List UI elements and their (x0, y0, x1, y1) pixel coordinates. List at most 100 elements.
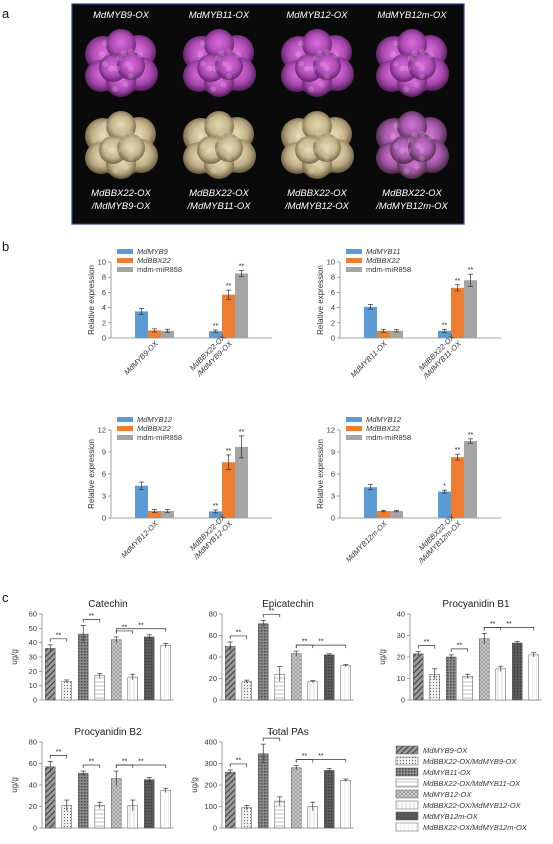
y-tick-label: 60 (29, 610, 37, 619)
bar-a-group-2 (438, 491, 452, 518)
category-label-line: MdMYB11-OX (349, 338, 390, 379)
photo-bottom-label-3-line1: MdBBX22-OX (287, 188, 347, 199)
y-tick-label: 0 (213, 696, 217, 705)
significance-star: ** (269, 732, 275, 739)
y-axis-label: ug/g (10, 777, 19, 793)
pa-chart-5: Total PAs 0 100 200 300 400 ug/g ** ** ** ** (190, 727, 354, 833)
pa-legend-swatch (395, 789, 419, 799)
y-tick-label: 10 (29, 681, 37, 690)
bar-b-group-2 (222, 294, 236, 338)
bar-c-group-1 (389, 330, 403, 338)
bar-a-group-1 (134, 485, 148, 518)
photo-top-label-1: MdMYB9-OX (93, 10, 150, 21)
category-label-2: MdBBX22-OX/MdMYB11-OX (417, 332, 464, 381)
legend-label: MdMYB12 (137, 415, 173, 424)
category-label-2: MdBBX22-OX/MdMYB9-OX (188, 332, 235, 379)
y-tick-label: 400 (204, 738, 217, 747)
y-axis-label: Relative expression (87, 439, 96, 509)
legend-swatch (117, 435, 133, 440)
y-tick-label: 0 (401, 696, 405, 705)
legend-label: MdBBX22 (366, 424, 401, 433)
category-label-1: MdMYB9-OX (122, 338, 160, 376)
y-tick-label: 4 (331, 303, 335, 312)
pa-legend-swatch (395, 800, 419, 810)
bar-b-group-1 (376, 330, 390, 338)
callus-bottom-1 (85, 111, 158, 179)
y-tick-label: 4 (102, 303, 106, 312)
pa-bar-3 (78, 633, 89, 701)
category-label-2: MdBBX22-OX/MdMYB12m-OX (416, 512, 464, 566)
callus-bottom-4 (376, 111, 449, 179)
panel-letter-b: b (2, 239, 9, 254)
bar-c-group-2 (235, 273, 249, 338)
y-tick-label: 0 (331, 514, 335, 523)
y-tick-label: 2 (102, 318, 106, 327)
pa-bar-8 (160, 790, 171, 829)
pa-bar-1 (45, 766, 56, 829)
significance-star: ** (56, 632, 62, 639)
legend-label: mdm-miR858 (137, 433, 182, 442)
pa-chart-title: Catechin (88, 599, 127, 610)
photo-bottom-label-4-line1: MdBBX22-OX (382, 188, 442, 199)
y-tick-label: 2 (331, 318, 335, 327)
callus-top-2 (183, 29, 256, 97)
y-axis-label: ug/g (10, 649, 19, 665)
pa-bar-2 (61, 681, 72, 701)
y-tick-label: 0 (33, 824, 37, 833)
legend-swatch (346, 249, 362, 254)
significance-star: ** (213, 323, 219, 330)
legend-swatch (346, 417, 362, 422)
pa-bar-7 (324, 654, 335, 701)
pa-bar-4 (94, 675, 105, 701)
bar-b-group-1 (376, 511, 390, 518)
pa-bar-4 (94, 805, 105, 829)
pa-bar-1 (225, 771, 236, 829)
pa-chart-title: Procyanidin B2 (74, 727, 142, 738)
pa-legend-label: MdBBX22-OX/MdMYB12m-OX (423, 823, 528, 832)
bar-c-group-2 (464, 280, 478, 338)
y-tick-label: 20 (29, 667, 37, 676)
pa-bar-5 (291, 653, 302, 701)
pa-bar-7 (512, 642, 523, 701)
significance-star: ** (442, 322, 448, 329)
bar-c-group-2 (235, 446, 249, 518)
significance-bracket: ** (49, 632, 68, 642)
significance-bracket: ** (229, 757, 248, 767)
significance-bracket: ** (417, 639, 436, 649)
pa-bar-6 (495, 668, 506, 701)
y-tick-label: 0 (102, 334, 106, 343)
pa-bar-5 (291, 767, 302, 829)
significance-bracket: ** (49, 749, 68, 759)
photo-bottom-label-2-line2: /MdMYB11-OX (186, 201, 251, 212)
y-tick-label: 3 (331, 492, 335, 501)
y-axis-label: Relative expression (316, 439, 325, 509)
bar-a-group-2 (209, 331, 223, 338)
bar-c-group-1 (389, 511, 403, 518)
pa-legend-label: MdMYB12m-OX (423, 812, 479, 821)
y-tick-label: 200 (204, 781, 217, 790)
significance-bracket: ** (82, 759, 101, 769)
pa-legend-swatch (395, 756, 419, 766)
bar-c-group-2 (464, 441, 478, 518)
significance-star: ** (122, 759, 128, 766)
y-axis-label: ug/g (190, 777, 199, 793)
y-tick-label: 12 (98, 426, 106, 435)
significance-star: ** (302, 753, 308, 760)
category-label-line: MdMYB12m-OX (344, 518, 390, 564)
pa-bar-8 (528, 654, 539, 701)
pa-chart-2: Epicatechin 0 20 40 60 80 ** ** ** ** (209, 599, 354, 705)
significance-bracket: ** (229, 629, 248, 639)
y-tick-label: 0 (331, 334, 335, 343)
category-label-1: MdMYB12m-OX (344, 518, 390, 564)
bar-a-group-2 (209, 511, 223, 518)
category-label-line: MdMYB9-OX (122, 338, 160, 376)
y-axis-label: ug/g (378, 649, 387, 665)
panel-letter-c: c (2, 590, 9, 605)
pa-bar-8 (340, 665, 351, 701)
y-tick-label: 10 (397, 674, 405, 683)
photo-bottom-label-2-line1: MdBBX22-OX (189, 188, 249, 199)
pa-chart-title: Total PAs (267, 727, 309, 738)
significance-bracket: ** (115, 624, 134, 634)
legend-swatch (346, 435, 362, 440)
